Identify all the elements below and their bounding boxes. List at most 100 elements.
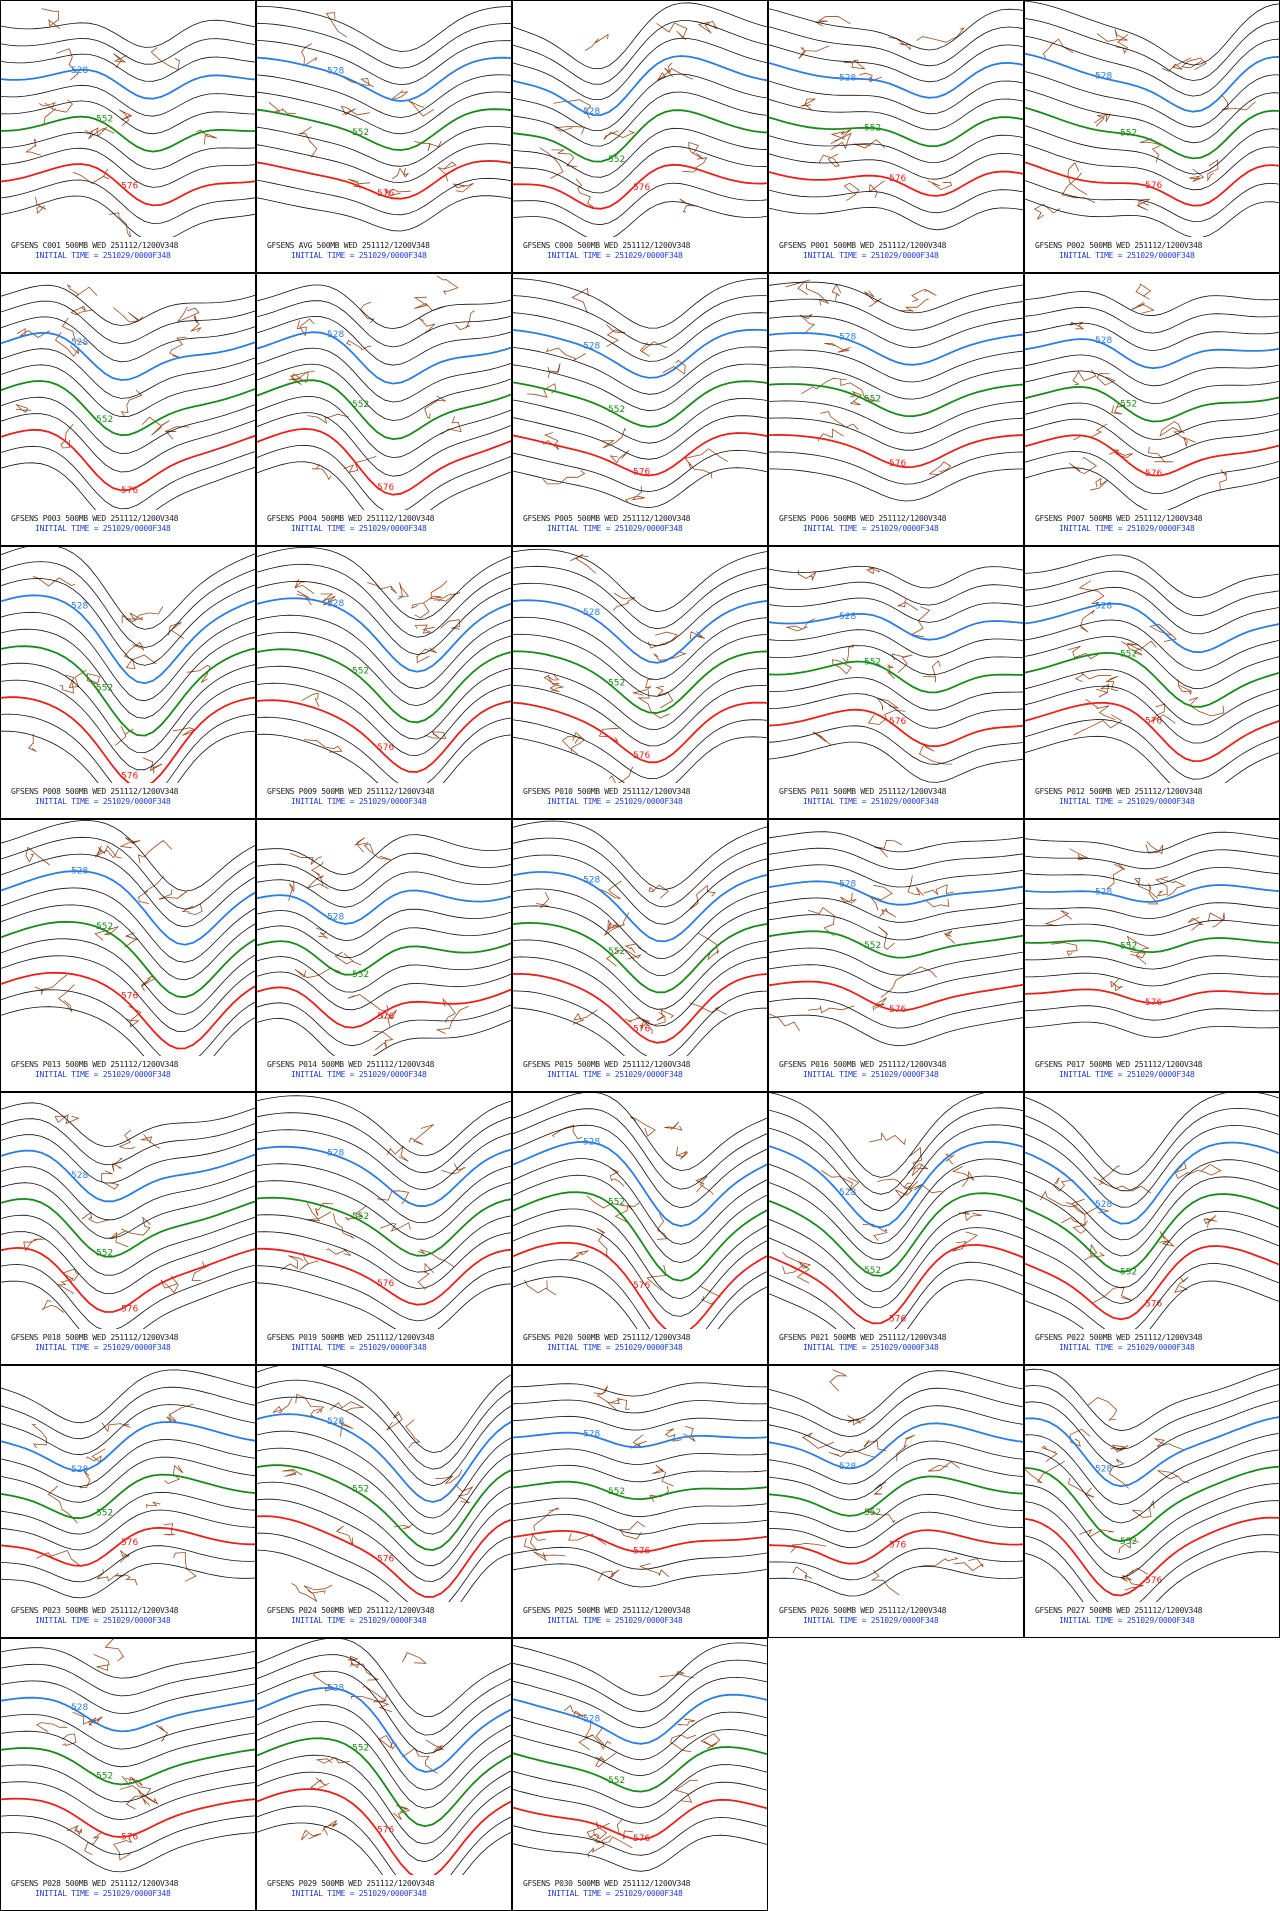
- panel-label: GFSENS P022 500MB WED 251112/1200V348: [1035, 1333, 1203, 1342]
- panel-label: GFSENS P020 500MB WED 251112/1200V348: [523, 1333, 691, 1342]
- height-contour: [769, 298, 1023, 331]
- contour-label: 552: [864, 941, 881, 951]
- label-backdrop: [1025, 1602, 1279, 1637]
- height-contour: [513, 1514, 767, 1535]
- contour-label: 528: [327, 1683, 344, 1693]
- height-contour: [1, 561, 255, 648]
- label-backdrop: [1, 1329, 255, 1364]
- contour-label: 552: [96, 922, 113, 932]
- height-contour: [513, 1546, 767, 1570]
- height-contour: [257, 1112, 511, 1174]
- contour-label: 552: [864, 1508, 881, 1518]
- height-contour: [513, 1124, 767, 1209]
- ensemble-panel: 528 552 576 GFSENS P025 500MB WED 251112/12…: [512, 1365, 768, 1638]
- label-backdrop: [257, 237, 511, 272]
- height-contour: [769, 44, 1023, 83]
- height-contour: [257, 195, 511, 232]
- height-contour: [1, 1545, 255, 1583]
- height-contour: [1, 1647, 255, 1679]
- label-backdrop: [769, 237, 1023, 272]
- key-contour: [1025, 1245, 1279, 1321]
- panel-map: 528 552 576: [769, 1093, 1023, 1364]
- height-contour: [257, 1095, 511, 1157]
- height-contour: [1, 1714, 255, 1750]
- ensemble-panel: 528 552 576 GFSENS AVG 500MB WED 251112/120…: [256, 0, 512, 273]
- map-outline: [1044, 841, 1225, 992]
- height-contour: [769, 597, 1023, 623]
- contour-label: 528: [327, 67, 344, 77]
- height-contour: [513, 565, 767, 630]
- height-contour: [513, 363, 767, 412]
- height-contour: [513, 91, 767, 147]
- label-backdrop: [1025, 237, 1279, 272]
- ensemble-panel: 528 552 576 GFSENS P021 500MB WED 251112/12…: [768, 1092, 1024, 1365]
- key-contour: [257, 940, 511, 976]
- height-contour: [769, 206, 1023, 231]
- height-contour: [513, 127, 767, 178]
- height-contour: [1, 1832, 255, 1873]
- height-contour: [769, 1458, 1023, 1501]
- height-contour: [1, 1134, 255, 1184]
- label-backdrop: [257, 1875, 511, 1910]
- key-contour: [513, 1746, 767, 1793]
- contour-label: 552: [96, 683, 113, 693]
- height-contour: [513, 146, 767, 194]
- contour-label: 552: [1120, 129, 1137, 139]
- panel-label: GFSENS P019 500MB WED 251112/1200V348: [267, 1333, 435, 1342]
- ensemble-panel: 528 552 576 GFSENS P003 500MB WED 251112/12…: [0, 273, 256, 546]
- panel-label: GFSENS P005 500MB WED 251112/1200V348: [523, 514, 691, 523]
- map-outline: [36, 1639, 169, 1861]
- contour-label: 528: [327, 1417, 344, 1427]
- key-contour: [1, 68, 255, 100]
- panel-label: GFSENS P004 500MB WED 251112/1200V348: [267, 514, 435, 523]
- height-contour: [257, 1396, 511, 1487]
- height-contour: [1, 147, 255, 188]
- height-contour: [257, 563, 511, 638]
- height-contour: [769, 1511, 1023, 1549]
- height-contour: [1025, 306, 1279, 334]
- ensemble-panel: 528 552 576 GFSENS P030 500MB WED 251112/12…: [512, 1638, 768, 1911]
- panel-label: GFSENS C000 500MB WED 251112/1200V348: [523, 241, 691, 250]
- panel-label: GFSENS P006 500MB WED 251112/1200V348: [779, 514, 947, 523]
- height-contour: [769, 349, 1023, 383]
- key-contour: [1025, 884, 1279, 903]
- contour-label: 552: [864, 657, 881, 667]
- panel-map: 528 552 576: [1025, 1368, 1279, 1637]
- panel-map: 528 552 576: [769, 8, 1023, 272]
- height-contour: [769, 831, 1023, 853]
- height-contour: [513, 1225, 767, 1317]
- label-backdrop: [769, 510, 1023, 545]
- height-contour: [257, 1447, 511, 1535]
- label-backdrop: [257, 783, 511, 818]
- contour-label: 576: [121, 1305, 138, 1315]
- height-contour: [1, 1214, 255, 1276]
- ensemble-panel: 528 552 576 GFSENS P020 500MB WED 251112/12…: [512, 1092, 768, 1365]
- height-contour: [1025, 1500, 1279, 1578]
- contour-label: 552: [1120, 1537, 1137, 1547]
- height-contour: [1, 1781, 255, 1821]
- height-contour: [513, 939, 767, 1010]
- height-contour: [1025, 1210, 1279, 1289]
- height-contour: [1025, 1400, 1279, 1469]
- panel-init-time: INITIAL TIME = 251029/0000F348: [291, 1889, 427, 1898]
- height-contour: [1025, 1159, 1279, 1241]
- contour-label: 552: [1120, 1267, 1137, 1277]
- contour-label: 528: [71, 338, 88, 348]
- height-contour: [769, 1107, 1023, 1195]
- height-contour: [513, 201, 767, 242]
- ensemble-panel: 528 552 576 GFSENS P013 500MB WED 251112/12…: [0, 819, 256, 1092]
- height-contour: [1025, 402, 1279, 440]
- contour-label: 576: [377, 1279, 394, 1289]
- panel-label: GFSENS P030 500MB WED 251112/1200V348: [523, 1879, 691, 1888]
- ensemble-panel: 528 552 576 GFSENS P017 500MB WED 251112/12…: [1024, 819, 1280, 1092]
- ensemble-panel: 528 552 576 GFSENS P010 500MB WED 251112/12…: [512, 546, 768, 819]
- key-contour: [257, 108, 511, 152]
- height-contour: [257, 1720, 511, 1809]
- contour-label: 528: [1095, 336, 1112, 346]
- panel-init-time: INITIAL TIME = 251029/0000F348: [547, 797, 683, 806]
- key-contour: [513, 1693, 767, 1745]
- height-contour: [769, 8, 1023, 51]
- contour-label: 576: [121, 1833, 138, 1843]
- panel-map: 528 552 576: [513, 1382, 767, 1637]
